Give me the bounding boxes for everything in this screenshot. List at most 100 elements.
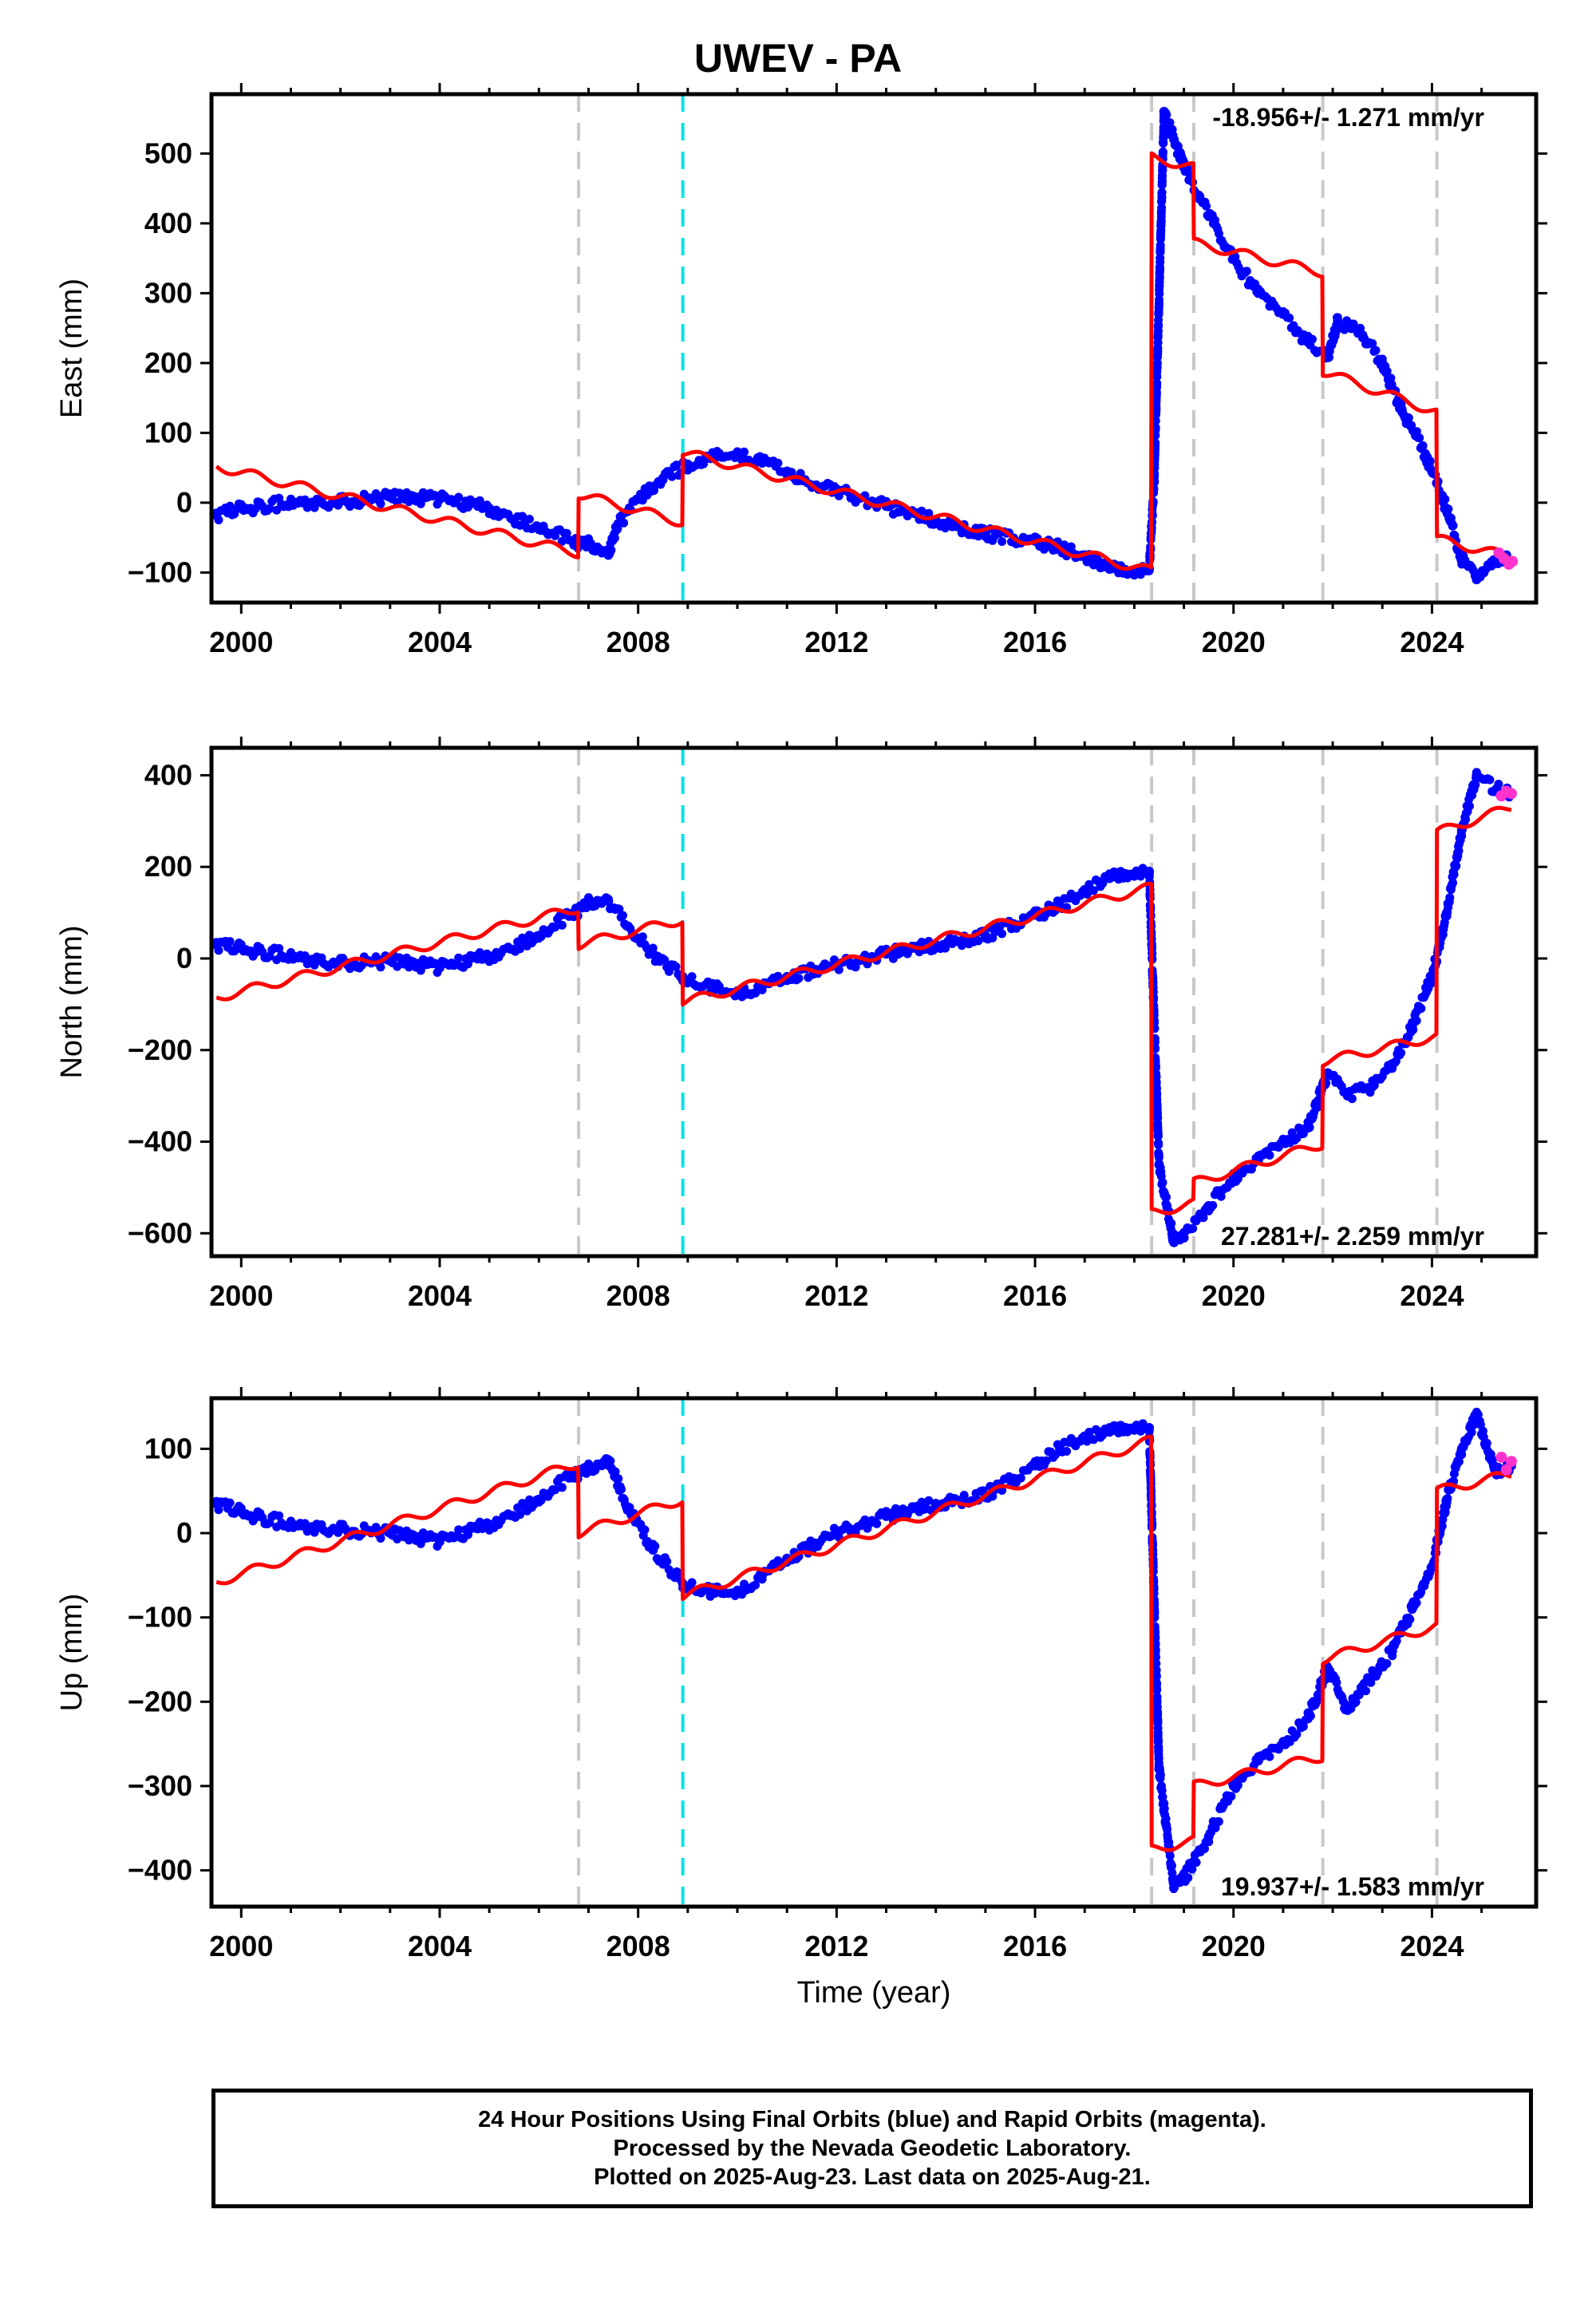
x-tick-label: 2016 — [1003, 626, 1067, 658]
panel-1: 2000 2004 2008 2012 2016 2020 2024 −100 0 100 200 3… — [55, 83, 1547, 658]
final-orbit-point — [1278, 309, 1288, 319]
final-orbit-point — [1407, 1022, 1417, 1033]
final-orbit-point — [534, 522, 544, 532]
final-orbit-point — [286, 497, 296, 508]
final-orbit-point — [1155, 289, 1164, 298]
x-tick-label: 2024 — [1400, 1279, 1464, 1312]
x-tick-label: 2020 — [1202, 626, 1266, 658]
x-tick-label: 2008 — [606, 1930, 670, 1962]
final-orbit-point — [385, 492, 395, 502]
final-orbit-point — [623, 921, 634, 931]
final-orbit-point — [1387, 1646, 1397, 1656]
final-orbit-point — [671, 962, 681, 971]
final-orbit-point — [699, 459, 709, 468]
final-orbit-point — [610, 1467, 620, 1476]
final-orbit-point — [1396, 1048, 1406, 1057]
final-orbit-point — [672, 460, 681, 470]
final-orbit-point — [1169, 1237, 1179, 1247]
plot-frame — [209, 1396, 1539, 1909]
final-orbit-point — [300, 1519, 310, 1528]
final-orbit-point — [1322, 1068, 1333, 1078]
final-orbit-point — [416, 499, 425, 508]
final-orbit-point — [660, 955, 670, 965]
x-tick-label: 2008 — [606, 626, 670, 658]
final-orbit-point — [667, 472, 677, 481]
final-orbit-point — [1371, 346, 1381, 355]
final-orbit-point — [1416, 1004, 1426, 1014]
final-orbit-point — [980, 931, 990, 941]
final-orbit-point — [1129, 868, 1140, 879]
y-tick-label: 100 — [144, 416, 192, 449]
final-orbit-point — [1203, 1832, 1214, 1842]
y-tick-label: −200 — [128, 1685, 192, 1717]
final-orbit-point — [516, 1510, 525, 1520]
y-tick-label: 0 — [176, 486, 192, 519]
final-orbit-point — [1030, 1460, 1041, 1471]
final-orbit-point — [1427, 1562, 1437, 1572]
final-orbit-point — [534, 931, 544, 941]
final-orbit-point — [664, 966, 674, 976]
final-orbit-point — [782, 466, 792, 476]
final-orbit-point — [733, 1587, 743, 1597]
y-tick-label: −300 — [128, 1769, 192, 1802]
final-orbit-point — [1188, 1223, 1198, 1233]
final-orbit-point — [1200, 1844, 1209, 1853]
x-tick-label: 2020 — [1202, 1930, 1266, 1962]
final-orbit-point — [1278, 1739, 1288, 1749]
x-tick-label: 2008 — [606, 1279, 670, 1312]
final-orbit-point — [265, 504, 275, 513]
rate-annotation: -18.956+/- 1.271 mm/yr — [1212, 103, 1484, 132]
y-tick-label: 200 — [144, 850, 192, 883]
final-orbit-point — [1227, 1792, 1236, 1801]
y-tick-label: 400 — [144, 758, 192, 791]
x-tick-label: 2012 — [804, 626, 868, 658]
final-orbit-point — [1351, 1698, 1361, 1707]
final-orbit-point — [562, 528, 571, 538]
final-orbit-point — [1448, 521, 1458, 531]
final-orbit-point — [687, 972, 697, 982]
y-tick-label: 500 — [144, 136, 192, 169]
final-orbits-series — [211, 1407, 1516, 1894]
final-orbit-point — [1278, 1136, 1288, 1147]
final-orbit-point — [1342, 1705, 1353, 1715]
final-orbit-point — [638, 932, 647, 942]
final-orbit-point — [1152, 1658, 1161, 1668]
final-orbit-point — [1191, 1858, 1201, 1867]
final-orbit-point — [648, 949, 658, 959]
x-tick-label: 2000 — [209, 1279, 273, 1312]
final-orbit-point — [1461, 815, 1471, 824]
final-orbit-point — [1332, 1678, 1341, 1687]
final-orbit-point — [614, 1474, 623, 1484]
final-orbit-point — [1169, 134, 1179, 144]
final-orbit-point — [1216, 1192, 1226, 1201]
final-orbit-point — [1449, 870, 1459, 879]
final-orbit-point — [1080, 884, 1090, 895]
plot-area — [211, 748, 1517, 1256]
final-orbit-point — [1397, 407, 1408, 417]
x-tick-label: 2020 — [1202, 1279, 1266, 1312]
final-orbit-point — [225, 1498, 235, 1508]
final-orbit-point — [1165, 1851, 1175, 1860]
final-orbit-point — [648, 1545, 658, 1555]
y-tick-label: −600 — [128, 1216, 192, 1249]
final-orbit-point — [1194, 190, 1204, 200]
final-orbit-point — [917, 1497, 926, 1507]
final-orbit-point — [583, 899, 594, 909]
final-orbit-point — [236, 1507, 247, 1517]
final-orbit-point — [1322, 351, 1333, 362]
x-tick-label: 2012 — [804, 1279, 868, 1312]
final-orbit-point — [1179, 1233, 1189, 1243]
rapid-orbits-series — [1493, 547, 1519, 570]
final-orbit-point — [1169, 1882, 1179, 1892]
final-orbit-point — [1165, 118, 1175, 128]
final-orbit-point — [1153, 1113, 1163, 1123]
final-orbit-point — [1437, 1521, 1447, 1531]
final-orbit-point — [225, 937, 235, 947]
final-orbit-point — [1228, 253, 1238, 263]
final-orbit-point — [371, 1523, 381, 1532]
final-orbit-point — [1303, 1713, 1314, 1724]
final-orbit-point — [1452, 861, 1461, 871]
final-orbit-point — [1155, 273, 1164, 283]
final-orbit-point — [917, 938, 926, 947]
final-orbit-point — [300, 951, 310, 960]
